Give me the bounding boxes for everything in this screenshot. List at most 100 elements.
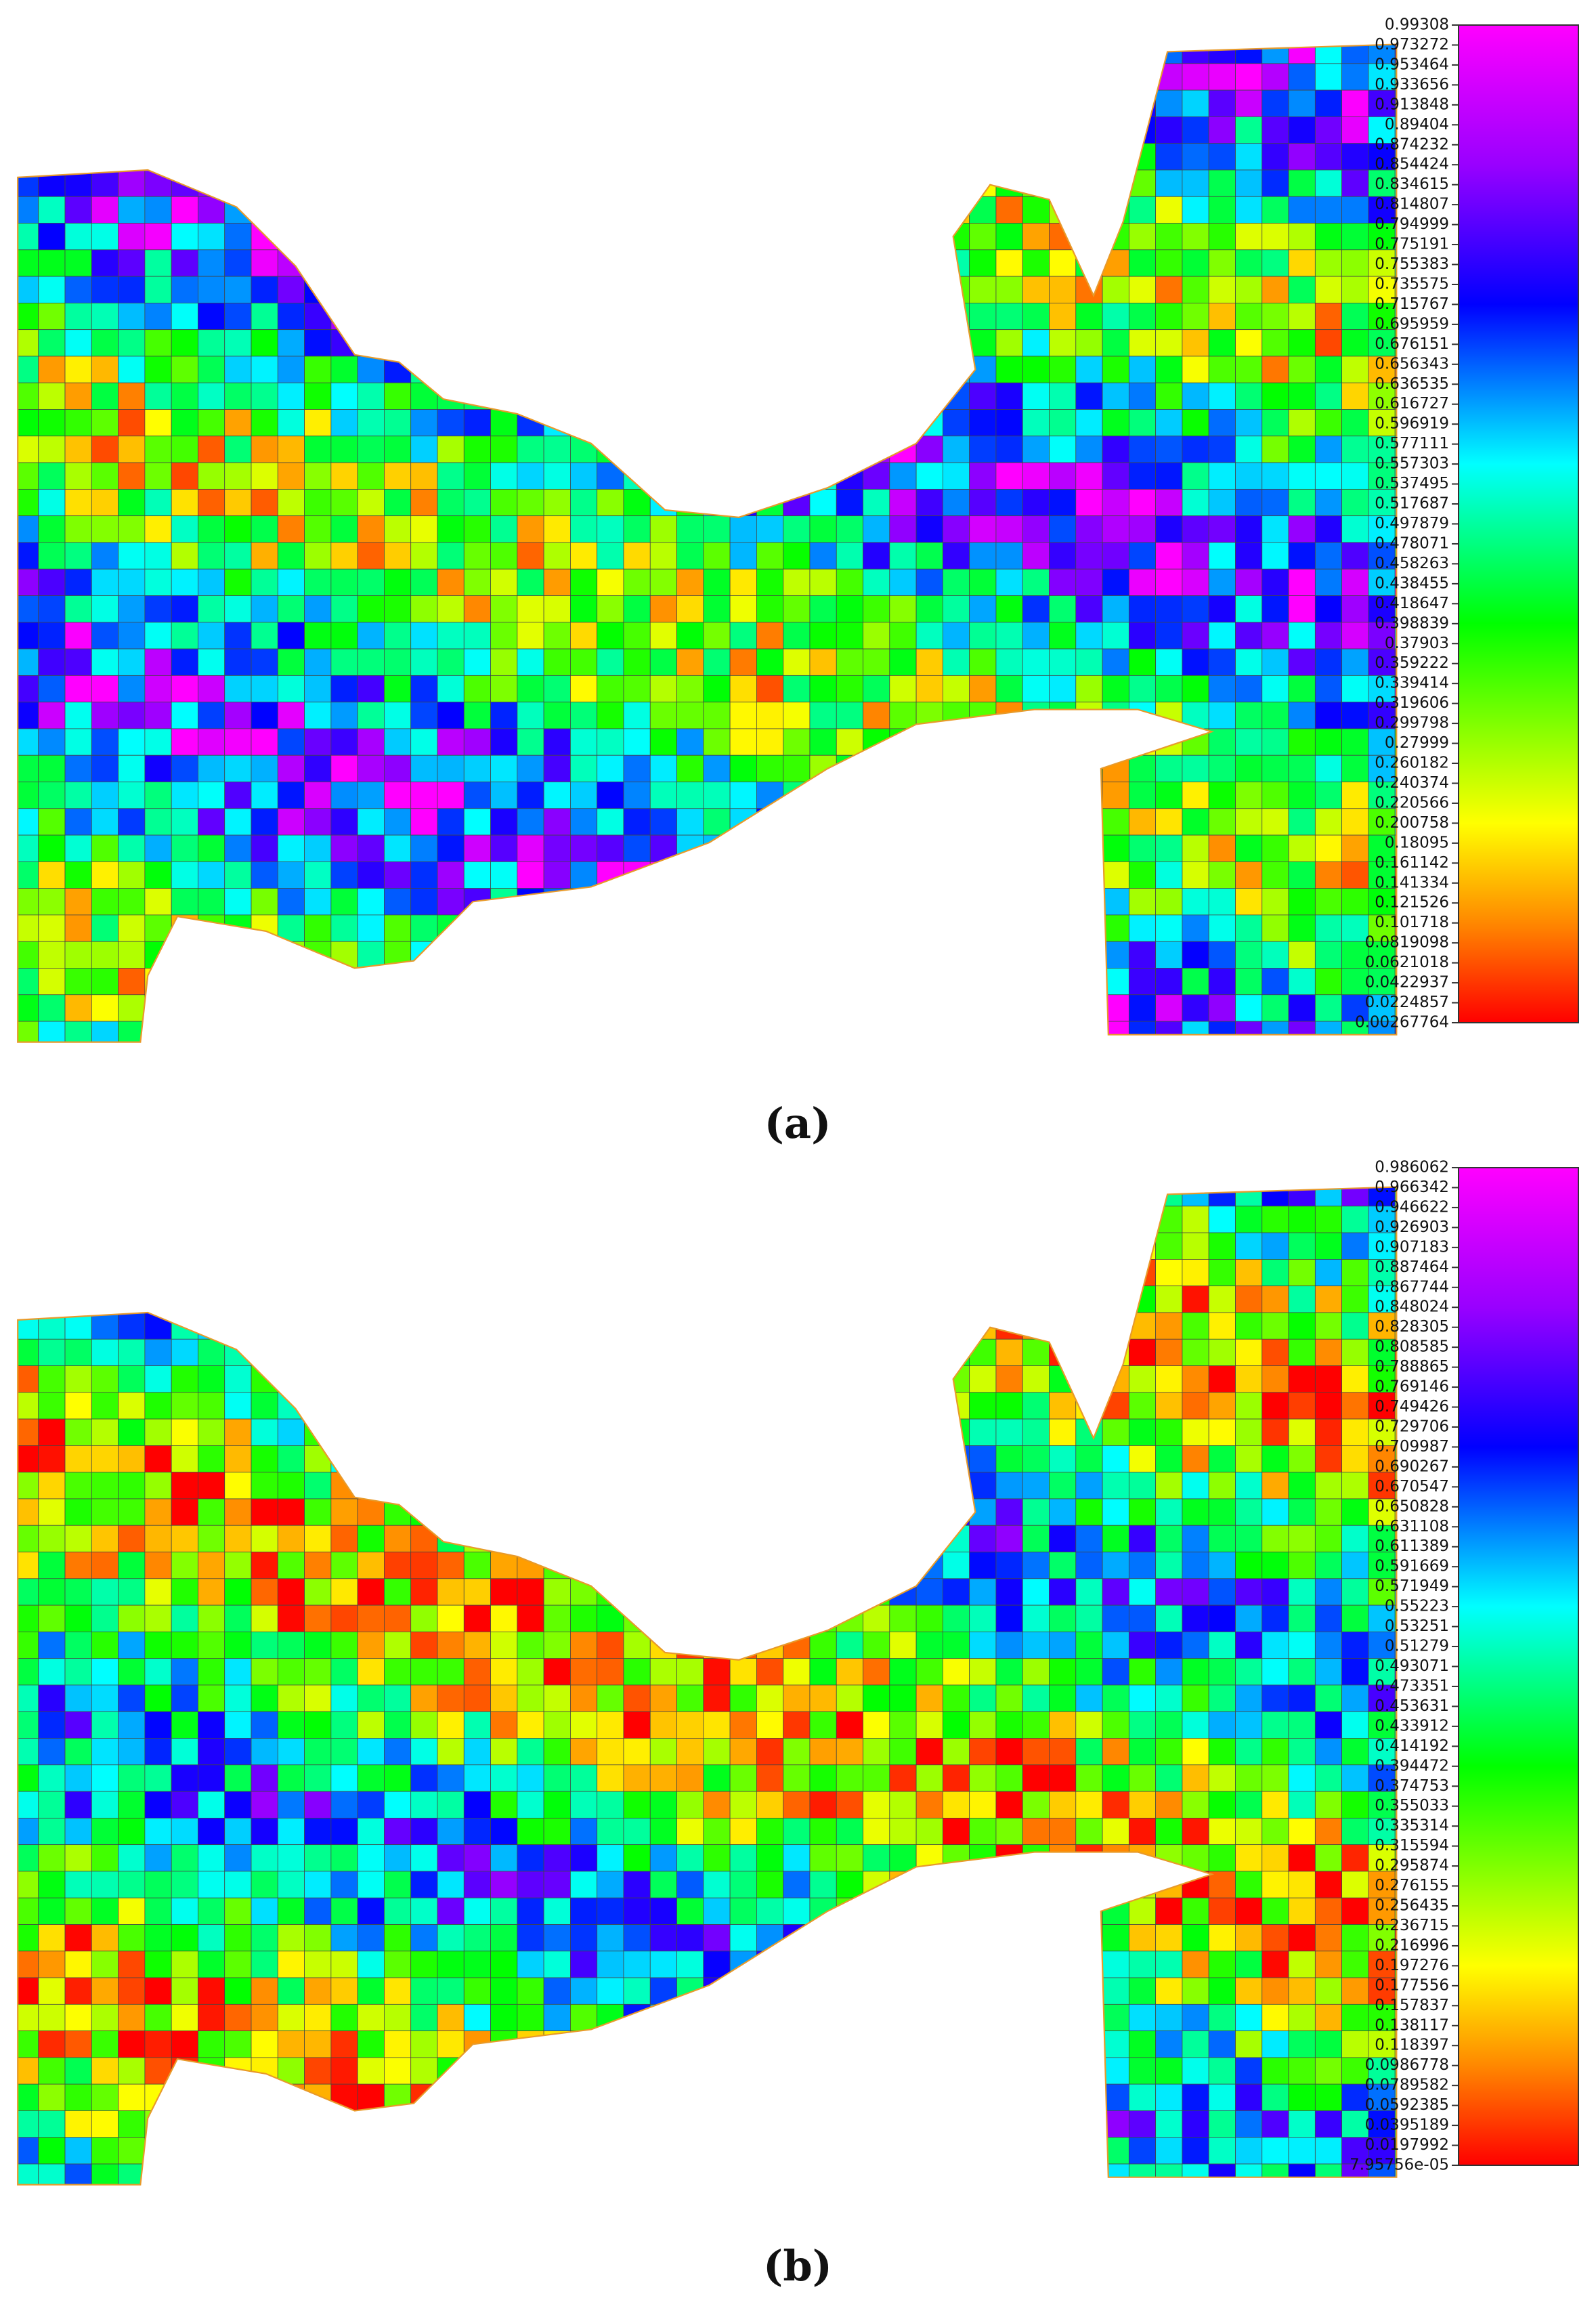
mesh-cell [995, 382, 1023, 410]
mesh-cell [1288, 1365, 1316, 1393]
mesh-cell [304, 1021, 332, 1042]
mesh-cell [277, 435, 305, 463]
mesh-cell [38, 595, 66, 623]
mesh-cell [942, 2083, 970, 2111]
mesh-cell [1394, 1232, 1397, 1260]
mesh-cell [171, 63, 198, 91]
colorbar-label: 0.0224857 [1365, 994, 1449, 1011]
mesh-cell [1341, 1206, 1369, 1233]
mesh-cell [969, 1738, 997, 1766]
mesh-cell [543, 356, 571, 383]
mesh-cell [1235, 834, 1263, 862]
mesh-cell [277, 1552, 305, 1579]
mesh-cell [649, 1418, 677, 1446]
mesh-cell [570, 2083, 598, 2111]
mesh-cell [623, 356, 651, 383]
mesh-cell [703, 1817, 731, 1846]
mesh-cell [171, 249, 198, 277]
mesh-cell [1394, 1285, 1397, 1313]
mesh-cell [1155, 2057, 1183, 2085]
mesh-cell [729, 488, 757, 517]
mesh-cell [1208, 1525, 1236, 1552]
mesh-cell [384, 595, 412, 623]
mesh-cell [915, 702, 943, 729]
mesh-cell [91, 1844, 118, 1872]
mesh-cell [543, 1312, 571, 1340]
mesh-cell [969, 1604, 997, 1632]
mesh-cell [703, 1525, 731, 1552]
mesh-cell [463, 1232, 491, 1260]
colorbar [1458, 1167, 1579, 2166]
mesh-cell [570, 1259, 598, 1287]
mesh-cell [1208, 914, 1236, 942]
mesh-cell [1182, 515, 1209, 543]
mesh-cell [224, 1604, 252, 1632]
mesh-cell [490, 2110, 518, 2138]
mesh-cell [676, 2057, 704, 2085]
mesh-cell [624, 1048, 650, 1074]
mesh-cell [517, 1187, 544, 1207]
mesh-cell [1075, 2083, 1103, 2111]
colorbar-label: 0.537495 [1375, 475, 1449, 492]
mesh-cell [91, 1472, 118, 1500]
mesh-cell [969, 1951, 997, 1978]
mesh-cell [517, 462, 544, 490]
mesh-cell [995, 1977, 1023, 2005]
mesh-cell [490, 1764, 518, 1792]
mesh-cell [38, 1498, 66, 1526]
mesh-cell [1155, 515, 1183, 543]
mesh-cell [1049, 622, 1077, 650]
mesh-cell [729, 648, 757, 676]
mesh-cell [1208, 1312, 1236, 1340]
mesh-cell [64, 143, 92, 171]
mesh-cell [1261, 1445, 1289, 1473]
mesh-cell [1128, 1658, 1157, 1686]
mesh-cell [1075, 488, 1103, 517]
mesh-cell [1049, 249, 1077, 277]
mesh-cell [224, 1285, 252, 1313]
mesh-cell [384, 1977, 412, 2005]
mesh-cell [1049, 914, 1077, 942]
mesh-cell [171, 223, 198, 251]
mesh-cell [676, 1871, 704, 1898]
mesh-cell [357, 276, 385, 303]
mesh-cell [756, 861, 784, 889]
mesh-cell [1182, 1552, 1209, 1579]
mesh-cell [277, 1924, 305, 1952]
mesh-cell [676, 994, 704, 1022]
mesh-cell [277, 1738, 305, 1766]
mesh-cell [676, 1604, 704, 1632]
mesh-cell [490, 1498, 518, 1526]
mesh-cell [91, 169, 118, 197]
mesh-cell [304, 1498, 332, 1526]
mesh-cell [1182, 1871, 1209, 1898]
mesh-cell [1341, 2083, 1369, 2111]
mesh-cell [304, 1206, 332, 1233]
mesh-cell [1022, 249, 1050, 277]
mesh-cell [1208, 382, 1236, 410]
mesh-cell [915, 356, 943, 383]
mesh-cell [889, 44, 917, 64]
mesh-cell [330, 249, 358, 277]
mesh-cell [1261, 2137, 1289, 2165]
mesh-cell [1208, 169, 1236, 197]
mesh-cell [1075, 782, 1103, 809]
mesh-cell [836, 1365, 863, 1393]
mesh-cell [1235, 914, 1263, 942]
mesh-cell [357, 808, 385, 836]
colorbar-label: 0.240374 [1375, 774, 1449, 792]
mesh-cell [863, 808, 890, 836]
mesh-cell [1208, 488, 1236, 517]
mesh-cell [410, 1338, 438, 1366]
mesh-cell [118, 303, 146, 331]
mesh-cell [1314, 1187, 1343, 1207]
mesh-cell [410, 568, 438, 596]
mesh-cell [1394, 89, 1397, 117]
mesh-cell [1128, 1206, 1157, 1233]
mesh-cell [38, 2057, 66, 2085]
mesh-cell [1049, 382, 1077, 410]
mesh-cell [384, 1472, 412, 1500]
mesh-cell [384, 1764, 412, 1792]
mesh-cell [783, 1871, 811, 1898]
mesh-cell [889, 1392, 917, 1420]
